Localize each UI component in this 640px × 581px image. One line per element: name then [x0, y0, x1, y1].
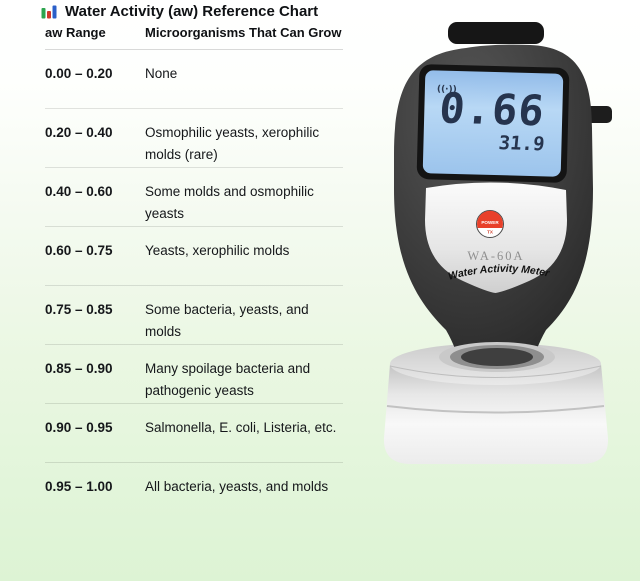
power-button: POWER TX [476, 210, 504, 238]
top-sensor-knob [448, 22, 544, 44]
table-row: 0.60 – 0.75 Yeasts, xerophilic molds [45, 227, 343, 286]
organisms-value: Yeasts, xerophilic molds [145, 243, 290, 258]
base-collar-ring [439, 342, 555, 372]
tx-button-label: TX [487, 230, 494, 235]
page-title: Water Activity (aw) Reference Chart [65, 2, 319, 20]
aw-range-value: 0.85 – 0.90 [45, 361, 113, 376]
lcd-primary-reading: 0.66 [437, 84, 547, 136]
aw-range-value: 0.20 – 0.40 [45, 125, 113, 140]
table-row: 0.85 – 0.90 Many spoilage bacteria and p… [45, 345, 343, 404]
organisms-value: Salmonella, E. coli, Listeria, etc. [145, 420, 337, 435]
table-row: 0.95 – 1.00 All bacteria, yeasts, and mo… [45, 463, 343, 522]
table-row: 0.00 – 0.20 None [45, 50, 343, 109]
power-button-label: POWER [481, 220, 499, 225]
table-row: 0.75 – 0.85 Some bacteria, yeasts, and m… [45, 286, 343, 345]
model-label: WA-60A [467, 249, 524, 263]
aw-range-value: 0.00 – 0.20 [45, 66, 113, 81]
side-switch [586, 106, 612, 123]
aw-range-value: 0.75 – 0.85 [45, 302, 113, 317]
lcd-display: ((·)) 0.66 31.9 [416, 64, 570, 183]
table-row: 0.20 – 0.40 Osmophilic yeasts, xerophili… [45, 109, 343, 168]
column-header-aw-range: aw Range [45, 25, 106, 40]
organisms-value: None [145, 66, 178, 81]
organisms-value: Many spoilage bacteria and pathogenic ye… [145, 361, 311, 398]
organisms-value: All bacteria, yeasts, and molds [145, 479, 329, 494]
organisms-value: Some molds and osmophilic yeasts [145, 184, 314, 221]
organisms-value: Osmophilic yeasts, xerophilic molds (rar… [145, 125, 320, 162]
table-header-row: aw Range Microorganisms That Can Grow [45, 25, 343, 50]
aw-range-value: 0.90 – 0.95 [45, 420, 113, 435]
lcd-secondary-reading: 31.9 [498, 132, 546, 155]
aw-range-value: 0.95 – 1.00 [45, 479, 113, 494]
reference-table: aw Range Microorganisms That Can Grow 0.… [45, 25, 343, 522]
bar-chart-icon [41, 5, 57, 19]
aw-range-value: 0.60 – 0.75 [45, 243, 113, 258]
water-activity-meter-photo: ((·)) 0.66 31.9 POWER TX WA-60A Water Ac… [378, 14, 640, 566]
device-illustration: ((·)) 0.66 31.9 POWER TX WA-60A Water Ac… [383, 22, 612, 464]
column-header-microorganisms: Microorganisms That Can Grow [145, 25, 342, 40]
page-header: Water Activity (aw) Reference Chart [40, 2, 318, 20]
table-row: 0.40 – 0.60 Some molds and osmophilic ye… [45, 168, 343, 227]
organisms-value: Some bacteria, yeasts, and molds [145, 302, 309, 339]
aw-range-value: 0.40 – 0.60 [45, 184, 113, 199]
front-panel: POWER TX WA-60A Water Activity Meter [425, 182, 567, 293]
table-row: 0.90 – 0.95 Salmonella, E. coli, Listeri… [45, 404, 343, 463]
signal-icon: ((·)) [437, 85, 457, 96]
